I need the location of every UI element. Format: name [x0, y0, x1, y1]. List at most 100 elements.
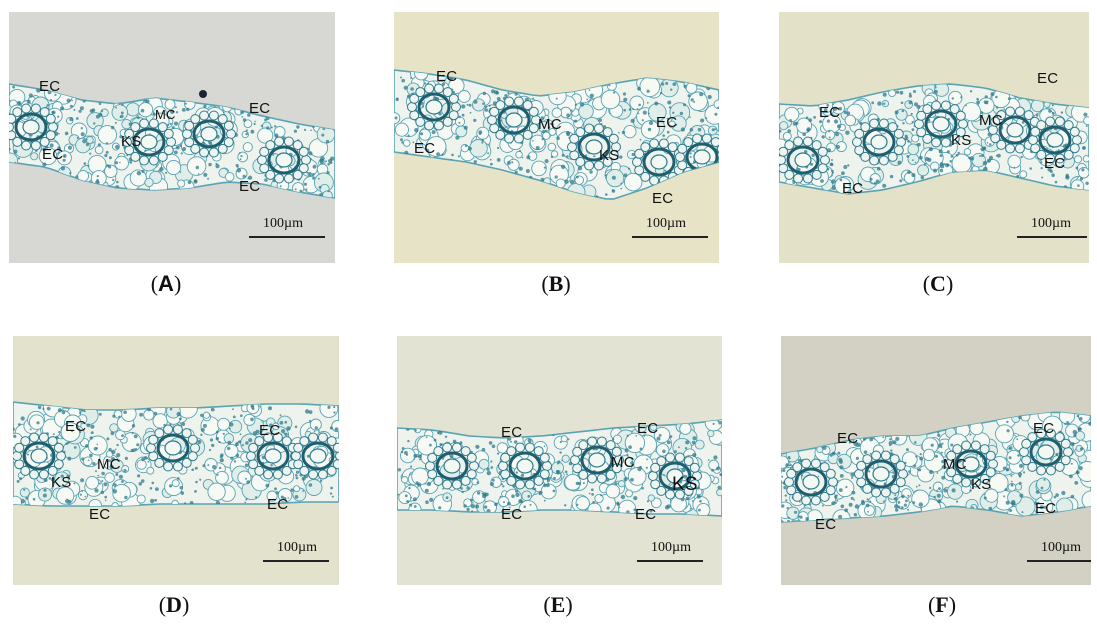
stain-dot — [330, 486, 333, 490]
stain-dot — [598, 118, 602, 122]
bundle-sheath-cell — [689, 479, 700, 490]
stain-dot — [837, 124, 842, 129]
stain-dot — [247, 113, 251, 117]
stain-dot — [490, 466, 494, 469]
stain-dot — [115, 106, 117, 109]
stain-dot — [215, 436, 219, 441]
stain-dot — [817, 475, 820, 478]
plant-cell — [322, 190, 333, 198]
bundle-sheath-cell — [811, 140, 822, 151]
stain-dot — [94, 488, 99, 493]
stain-dot — [329, 426, 333, 430]
stain-dot — [463, 125, 468, 130]
bundle-sheath-cell — [9, 122, 14, 132]
stain-dot — [666, 440, 671, 445]
stain-dot — [139, 412, 143, 417]
stain-dot — [685, 496, 690, 501]
stain-dot — [101, 471, 105, 476]
stain-dot — [564, 179, 569, 184]
stain-dot — [895, 508, 899, 512]
bundle-sheath-cell — [130, 151, 141, 162]
stain-dot — [199, 478, 202, 481]
stain-dot — [171, 126, 175, 130]
bundle-sheath-cell — [952, 473, 963, 484]
stain-dot — [916, 104, 921, 109]
stain-dot — [882, 436, 885, 439]
stain-dot — [649, 509, 653, 513]
bundle-sheath-cell — [674, 452, 685, 463]
bundle-sheath-cell — [265, 140, 276, 151]
plant-cell — [125, 102, 140, 117]
vascular-bundle-core — [275, 152, 293, 168]
stain-dot — [108, 448, 112, 452]
stain-dot — [327, 190, 330, 193]
bundle-sheath-cell — [495, 100, 506, 111]
vascular-bundle-core — [802, 474, 820, 490]
stain-dot — [1006, 420, 1009, 424]
stain-dot — [408, 486, 411, 490]
bundle-sheath-cell — [710, 166, 719, 177]
stain-dot — [410, 77, 412, 79]
tissue-label-ec: EC — [501, 424, 523, 441]
stain-dot — [831, 159, 833, 161]
stain-dot — [882, 92, 887, 97]
bundle-sheath-cell — [931, 137, 942, 148]
plant-cell — [411, 467, 429, 486]
bundle-sheath-cell — [970, 477, 981, 488]
stain-dot — [95, 180, 99, 184]
stain-dot — [841, 171, 845, 176]
stain-dot — [486, 470, 491, 476]
stain-dot — [986, 100, 989, 103]
stain-dot — [699, 499, 702, 503]
stain-dot — [574, 103, 577, 106]
stain-dot — [838, 459, 843, 464]
stain-dot — [606, 506, 610, 510]
stain-dot — [527, 494, 531, 498]
stain-dot — [187, 180, 192, 185]
plant-cell — [217, 417, 231, 431]
bundle-sheath-cell — [515, 442, 526, 453]
bundle-sheath-cell — [9, 130, 17, 141]
stain-dot — [86, 138, 88, 141]
stain-dot — [90, 431, 94, 435]
stain-dot — [911, 121, 914, 123]
stain-dot — [951, 97, 954, 100]
stain-dot — [683, 84, 687, 88]
bundle-sheath-cell — [539, 469, 550, 480]
stain-dot — [907, 170, 911, 174]
stain-dot — [588, 89, 591, 91]
stain-dot — [66, 474, 71, 479]
stain-dot — [439, 443, 443, 446]
stain-dot — [85, 444, 89, 448]
bundle-sheath-cell — [569, 133, 580, 144]
stain-dot — [567, 438, 570, 441]
plant-cell — [425, 136, 447, 157]
stain-dot — [696, 494, 701, 499]
bundle-sheath-cell — [1054, 461, 1065, 472]
stain-dot — [108, 156, 112, 160]
bundle-sheath-cell — [786, 485, 797, 496]
bundle-sheath-cell — [854, 145, 865, 156]
stain-dot — [969, 433, 972, 436]
stain-dot — [491, 444, 496, 449]
stain-dot — [883, 500, 885, 503]
stain-dot — [912, 159, 914, 162]
stain-dot — [936, 489, 938, 492]
bundle-sheath-cell — [810, 495, 821, 506]
stain-dot — [438, 506, 442, 510]
stain-dot — [556, 136, 560, 141]
stain-dot — [326, 171, 330, 175]
stain-dot — [302, 490, 305, 492]
bundle-sheath-cell — [784, 140, 795, 151]
stain-dot — [312, 164, 317, 169]
stain-dot — [169, 423, 172, 426]
bundle-sheath-cell — [1030, 143, 1041, 154]
vascular-bundle-ring — [794, 467, 828, 497]
bundle-sheath-cell — [9, 113, 17, 124]
stain-dot — [510, 440, 512, 443]
bundle-sheath-cell — [13, 451, 22, 461]
stain-dot — [207, 464, 210, 467]
bundle-sheath-cell — [442, 87, 453, 98]
bundle-sheath-cell — [56, 451, 66, 461]
bundle-sheath-cell — [163, 461, 174, 472]
